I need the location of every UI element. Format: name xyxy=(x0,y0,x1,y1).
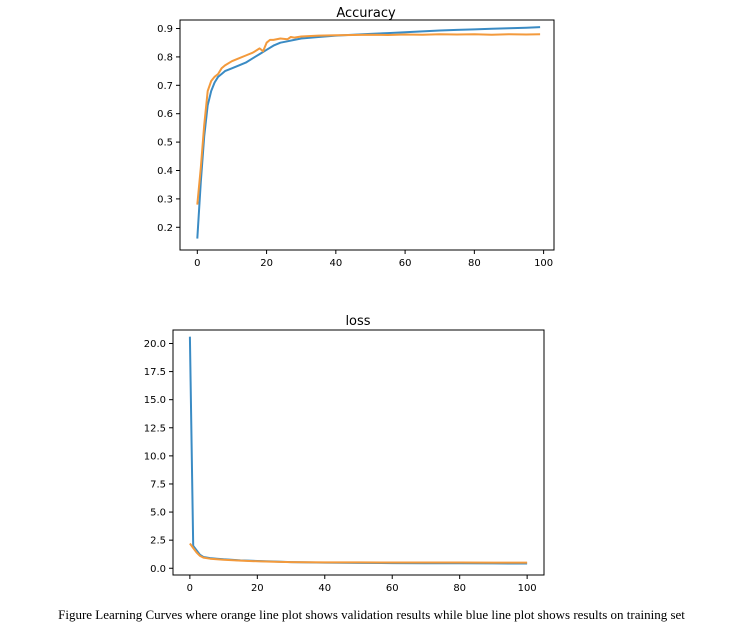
accuracy-chart-title: Accuracy xyxy=(336,6,396,21)
loss-chart-title: loss xyxy=(345,314,370,329)
loss-y-tick-label: 20.0 xyxy=(144,339,166,350)
loss-x-tick-label: 100 xyxy=(518,583,537,594)
loss-chart: loss 0 20 40 60 80 100 0.0 2.5 5.0 7.5 10.0 12.5 15.… xyxy=(144,314,545,594)
loss-y-tick-label: 17.5 xyxy=(144,367,166,378)
accuracy-x-tick-label: 20 xyxy=(260,258,273,269)
accuracy-y-tick-label: 0.4 xyxy=(157,166,173,177)
accuracy-y-tick-label: 0.9 xyxy=(157,24,173,35)
loss-y-tick-label: 5.0 xyxy=(150,508,166,519)
accuracy-x-tick-label: 40 xyxy=(329,258,342,269)
loss-x-tick-label: 80 xyxy=(453,583,466,594)
accuracy-chart: Accuracy 0 20 40 60 80 1000.20.30.40.50.60.70… xyxy=(157,6,555,269)
loss-y-tick-label: 12.5 xyxy=(144,423,166,434)
loss-y-tick-label: 10.0 xyxy=(144,451,166,462)
accuracy-ticks: 0 20 40 60 80 100 0.2 0.3 0.4 0.5 0.6 0.7 0.8 0.9 xyxy=(157,24,553,269)
accuracy-y-tick-label: 0.6 xyxy=(157,109,173,120)
loss-y-tick-label: 2.5 xyxy=(150,536,166,547)
accuracy-y-tick-label: 0.8 xyxy=(157,52,173,63)
accuracy-x-tick-label: 80 xyxy=(468,258,481,269)
loss-validation-series-line xyxy=(189,542,528,564)
loss-series xyxy=(188,336,528,565)
loss-y-tick-label: 7.5 xyxy=(150,479,166,490)
accuracy-y-tick-label: 0.2 xyxy=(157,223,173,234)
accuracy-plot-frame xyxy=(179,19,555,251)
loss-training-series-line xyxy=(188,336,528,565)
loss-y-tick-label: 15.0 xyxy=(144,395,166,406)
accuracy-x-tick-label: 0 xyxy=(194,258,200,269)
accuracy-y-tick-label: 0.5 xyxy=(157,138,173,149)
accuracy-x-tick-label: 100 xyxy=(534,258,553,269)
accuracy-y-tick-label: 0.7 xyxy=(157,81,173,92)
loss-y-tick-label: 0.0 xyxy=(150,564,166,575)
accuracy-y-tick-label: 0.3 xyxy=(157,194,173,205)
loss-ticks: 0 20 40 60 80 100 0.0 2.5 5.0 7.5 10.0 12.5 15.0 17.5… xyxy=(144,339,537,594)
loss-plot-frame xyxy=(172,329,545,576)
loss-x-tick-label: 0 xyxy=(187,583,193,594)
accuracy-validation-series-line xyxy=(196,33,541,205)
accuracy-x-tick-label: 60 xyxy=(399,258,412,269)
loss-x-tick-label: 40 xyxy=(318,583,331,594)
learning-curves-figure: Accuracy 0 20 40 60 80 1000.20.30.40.50.60.70… xyxy=(144,6,555,594)
loss-x-tick-label: 20 xyxy=(251,583,264,594)
figure-caption: Figure Learning Curves where orange line… xyxy=(58,607,685,622)
accuracy-training-series-line xyxy=(196,26,541,239)
accuracy-series xyxy=(196,26,541,239)
loss-x-tick-label: 60 xyxy=(386,583,399,594)
